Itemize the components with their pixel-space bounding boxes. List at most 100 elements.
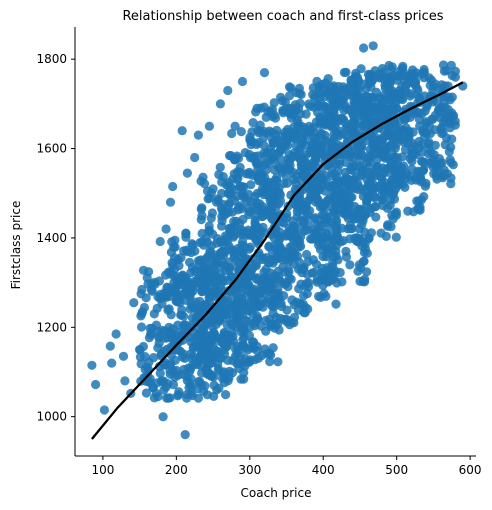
scatter-point — [179, 246, 189, 256]
scatter-point — [406, 151, 417, 161]
scatter-point — [277, 145, 287, 155]
scatter-point — [344, 193, 354, 203]
scatter-point — [256, 282, 267, 292]
scatter-point — [401, 86, 411, 96]
scatter-point — [371, 212, 381, 222]
scatter-point — [223, 296, 233, 306]
scatter-point — [258, 211, 268, 221]
scatter-point — [149, 393, 159, 403]
scatter-point — [353, 237, 363, 247]
scatter-point — [314, 89, 324, 99]
scatter-point — [308, 142, 318, 153]
scatter-point — [221, 390, 231, 400]
scatter-point — [363, 96, 373, 106]
scatter-point — [252, 236, 262, 246]
scatter-point — [309, 267, 319, 278]
scatter-point — [433, 98, 443, 108]
scatter-point — [190, 152, 200, 163]
scatter-point — [404, 133, 414, 143]
scatter-point — [204, 121, 214, 131]
scatter-point — [378, 194, 388, 204]
scatter-point — [345, 224, 356, 234]
scatter-point — [182, 168, 192, 178]
scatter-point — [197, 347, 207, 357]
scatter-point — [390, 170, 401, 180]
scatter-point — [390, 208, 400, 219]
scatter-point — [355, 206, 365, 216]
scatter-point — [187, 262, 198, 272]
scatter-point — [295, 144, 305, 154]
scatter-point — [236, 127, 246, 137]
scatter-point — [385, 200, 395, 210]
y-tick-label: 1600 — [36, 142, 67, 156]
scatter-point — [331, 299, 341, 309]
scatter-point — [265, 268, 275, 278]
scatter-point — [335, 205, 345, 215]
scatter-point — [333, 131, 343, 141]
scatter-point — [349, 97, 359, 107]
scatter-point — [294, 223, 304, 233]
scatter-point — [250, 224, 260, 234]
scatter-point — [200, 285, 210, 295]
scatter-point — [255, 199, 265, 209]
scatter-point — [314, 101, 324, 111]
scatter-point — [333, 255, 343, 265]
scatter-point — [267, 148, 277, 158]
scatter-point — [416, 69, 426, 79]
scatter-point — [268, 343, 278, 353]
scatter-point — [144, 267, 154, 277]
scatter-point — [417, 109, 427, 119]
scatter-point — [334, 81, 344, 92]
scatter-point — [282, 305, 292, 315]
scatter-point — [274, 238, 284, 248]
scatter-point — [267, 319, 277, 329]
scatter-point — [215, 99, 225, 109]
scatter-point — [153, 343, 163, 353]
scatter-point — [387, 62, 397, 72]
y-tick-label: 1400 — [36, 231, 67, 245]
scatter-point — [202, 357, 212, 367]
scatter-point — [231, 216, 241, 226]
scatter-point — [289, 252, 300, 262]
scatter-point — [318, 202, 328, 212]
scatter-point — [292, 115, 302, 125]
scatter-point — [346, 165, 356, 175]
scatter-point — [161, 224, 171, 234]
scatter-point — [168, 380, 179, 390]
scatter-point — [202, 186, 213, 196]
scatter-point — [276, 165, 286, 175]
scatter-point — [410, 78, 420, 88]
scatter-point — [163, 393, 173, 403]
scatter-point — [283, 164, 293, 174]
scatter-point — [218, 172, 228, 182]
scatter-point — [377, 178, 387, 188]
scatter-point — [295, 237, 305, 247]
scatter-point — [193, 383, 203, 394]
scatter-point — [251, 259, 261, 269]
scatter-point — [315, 233, 325, 243]
scatter-point — [262, 128, 272, 138]
scatter-point — [227, 223, 237, 233]
scatter-point — [355, 276, 365, 286]
scatter-point — [329, 169, 339, 179]
scatter-point — [231, 322, 241, 332]
scatter-point — [197, 203, 207, 213]
scatter-point — [255, 120, 265, 130]
y-axis-ticks: 1000 1200 1400 1600 1800 — [36, 52, 75, 424]
scatter-point — [166, 247, 176, 257]
scatter-point — [391, 232, 401, 242]
scatter-point — [174, 390, 184, 400]
scatter-point — [256, 174, 266, 184]
scatter-point — [312, 76, 322, 86]
scatter-point — [236, 374, 246, 384]
plot-area — [87, 41, 468, 440]
scatter-point — [193, 311, 203, 322]
scatter-point — [299, 291, 309, 301]
scatter-point — [120, 376, 130, 386]
scatter-point — [429, 82, 439, 92]
scatter-point — [311, 259, 322, 269]
scatter-point — [231, 255, 241, 265]
scatter-point — [413, 166, 423, 176]
scatter-point — [316, 275, 326, 285]
scatter-point — [374, 93, 384, 103]
